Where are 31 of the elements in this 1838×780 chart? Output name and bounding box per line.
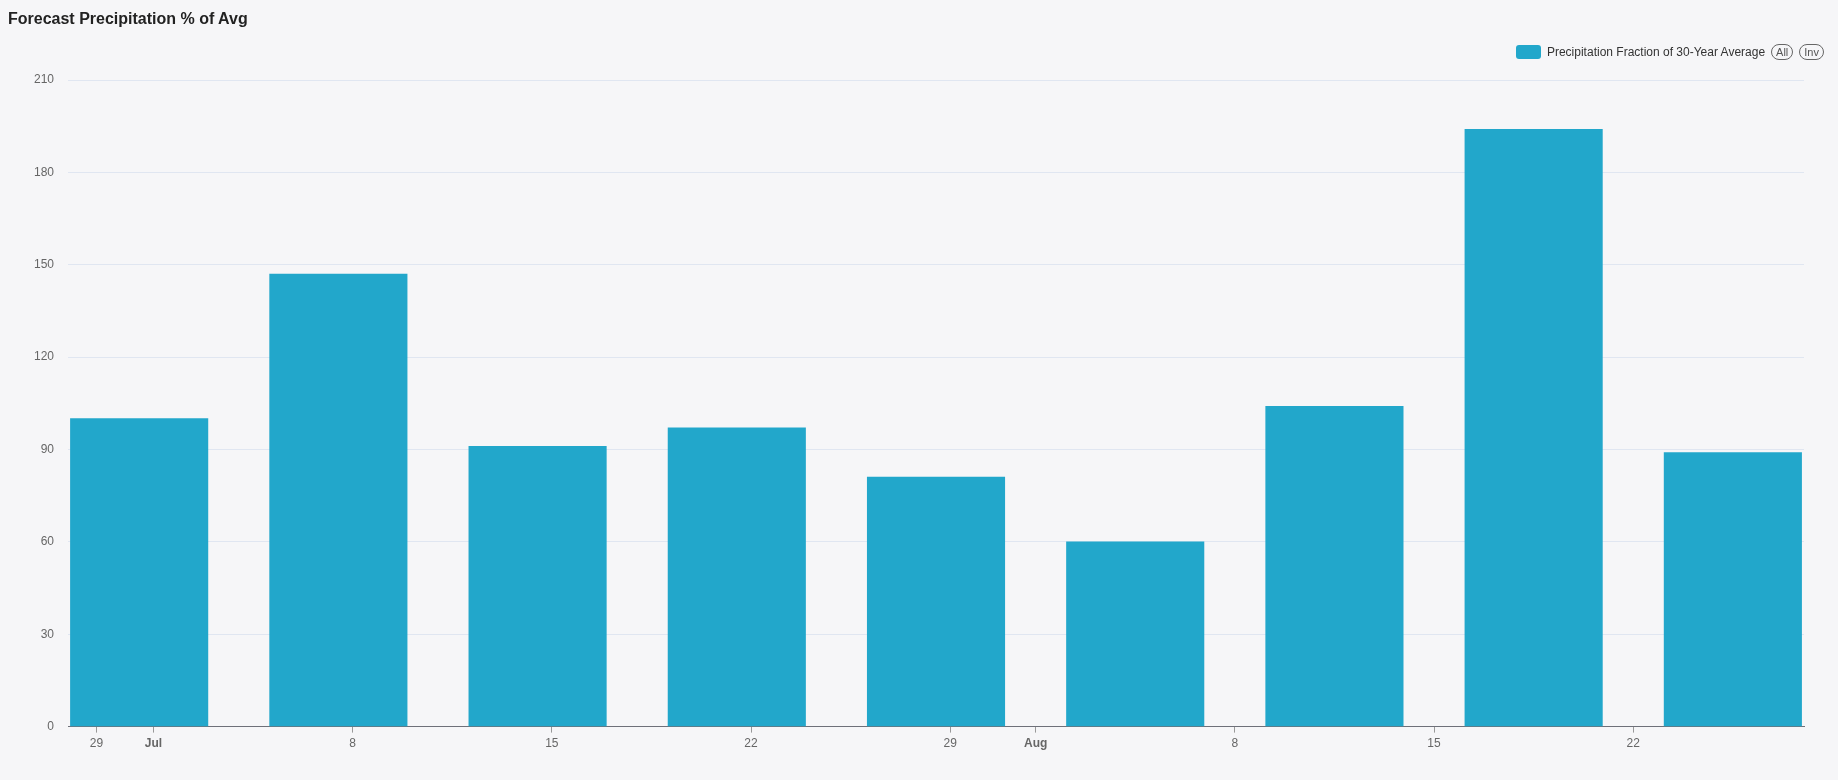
chart-title: Forecast Precipitation % of Avg (8, 10, 248, 28)
y-tick-label: 90 (40, 441, 55, 456)
y-tick-label: 0 (47, 718, 55, 733)
x-tick-label: Aug (1023, 736, 1048, 751)
text: All (1771, 44, 1794, 60)
bar (468, 446, 607, 727)
bar (70, 418, 209, 727)
bar (1663, 452, 1802, 727)
y-tick-label: 120 (33, 349, 55, 364)
x-tick-label: 22 (744, 736, 759, 751)
y-tick-label: 60 (40, 534, 55, 549)
legend-label: Precipitation Fraction of 30-Year Average (1546, 45, 1766, 59)
bar (866, 476, 1006, 727)
bar (1464, 128, 1603, 727)
y-tick-label: 150 (33, 257, 55, 272)
bar (269, 273, 408, 727)
x-tick-label: 15 (545, 736, 559, 751)
x-tick-label: Jul (144, 736, 163, 751)
x-tick-label: 8 (349, 736, 357, 751)
x-tick-label: 29 (89, 736, 104, 751)
bar (1265, 406, 1404, 727)
x-tick-label: 15 (1427, 736, 1442, 751)
bar (1066, 541, 1205, 727)
bar (667, 427, 806, 727)
x-tick-label: 22 (1626, 736, 1641, 751)
y-tick-label: 210 (33, 72, 55, 87)
y-tick-label: 180 (33, 164, 55, 179)
x-tick-label: 8 (1231, 736, 1239, 751)
y-tick-label: 30 (40, 626, 55, 641)
text: Inv (1799, 44, 1824, 60)
x-tick-label: 29 (943, 736, 958, 751)
